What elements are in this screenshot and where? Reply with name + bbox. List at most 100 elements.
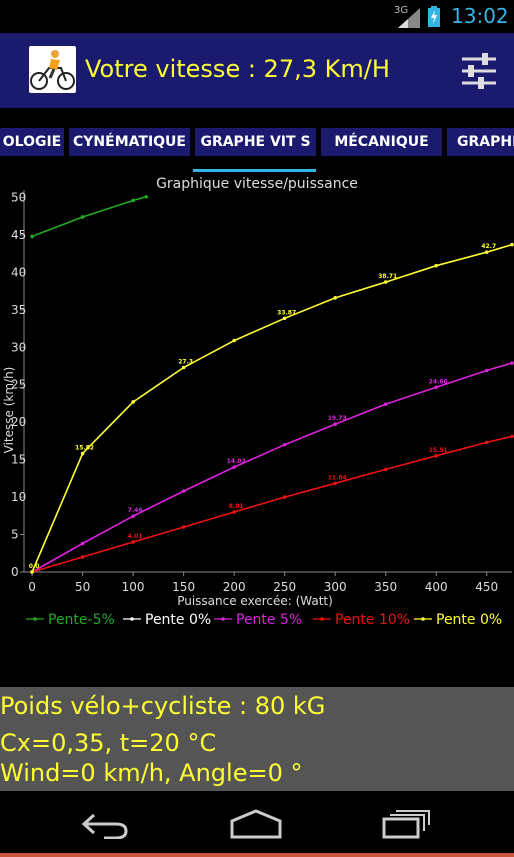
x-tick-label: 150 xyxy=(172,580,195,594)
data-point xyxy=(30,234,34,239)
battery-charging-icon xyxy=(428,6,440,27)
data-point xyxy=(510,434,514,439)
tab-strip: OLOGIE CYNÉMATIQUE GRAPHE VIT S MÉCANIQU… xyxy=(0,108,514,172)
x-axis-label: Puissance exercée: (Watt) xyxy=(177,594,333,608)
data-label: 19.73 xyxy=(328,415,347,422)
back-icon[interactable] xyxy=(82,811,130,839)
data-label: 27.3 xyxy=(178,359,193,366)
data-point xyxy=(333,296,337,300)
data-point xyxy=(434,385,439,390)
drag-temp-info: Cx=0,35, t=20 °C xyxy=(0,729,217,757)
data-point xyxy=(383,402,388,407)
data-point xyxy=(510,242,514,247)
network-type: 3G xyxy=(394,5,409,16)
y-tick-label: 5 xyxy=(11,528,19,542)
tab-graphe-vit[interactable]: GRAPHE VIT S xyxy=(195,128,316,156)
data-point xyxy=(383,280,388,284)
data-point xyxy=(181,525,186,529)
data-point xyxy=(282,495,287,499)
data-label: 15.51 xyxy=(429,447,448,454)
y-tick-label: 35 xyxy=(11,303,26,317)
data-point xyxy=(282,442,287,447)
data-label: 4.01 xyxy=(128,533,143,540)
data-label: 15.82 xyxy=(75,445,94,452)
data-point xyxy=(144,194,149,199)
y-tick-label: 15 xyxy=(11,453,26,467)
data-point xyxy=(181,365,186,370)
x-tick-label: 200 xyxy=(223,580,246,594)
weight-info: Poids vélo+cycliste : 80 kG xyxy=(0,692,326,720)
x-tick-label: 50 xyxy=(75,580,90,594)
data-point xyxy=(30,570,34,574)
series-line-3 xyxy=(31,362,513,573)
tab-selected-indicator xyxy=(193,169,316,172)
tab-graphique[interactable]: GRAPHI xyxy=(447,128,514,156)
data-point xyxy=(131,400,135,404)
data-point xyxy=(232,465,236,469)
x-tick-label: 250 xyxy=(273,580,296,594)
settings-sliders-icon[interactable] xyxy=(460,53,498,89)
legend-swatch-dot xyxy=(33,617,37,621)
x-tick-label: 450 xyxy=(475,580,498,594)
chart-title: Graphique vitesse/puissance xyxy=(156,176,358,192)
clock: 13:02 xyxy=(451,4,509,28)
info-panel: Poids vélo+cycliste : 80 kG Cx=0,35, t=2… xyxy=(0,687,514,791)
legend-label: Pente 0% xyxy=(145,612,211,628)
data-label: 11.84 xyxy=(328,474,347,481)
data-point xyxy=(484,368,489,373)
y-tick-label: 10 xyxy=(11,490,26,504)
legend-swatch-dot xyxy=(221,617,225,621)
data-point xyxy=(383,467,388,472)
y-tick-label: 25 xyxy=(11,378,26,392)
data-point xyxy=(131,540,135,544)
legend-swatch-dot xyxy=(320,617,324,621)
legend-swatch-dot xyxy=(130,617,134,621)
signal-icon xyxy=(398,8,420,28)
legend-label: Pente-5% xyxy=(48,612,115,628)
cyclist-icon[interactable] xyxy=(29,46,76,93)
y-axis-label: Vitesse (km/h) xyxy=(2,367,16,454)
data-label: 38.71 xyxy=(378,273,397,280)
tab-cynematique[interactable]: CYNÉMATIQUE xyxy=(69,128,190,156)
data-point xyxy=(232,338,236,343)
y-tick-label: 30 xyxy=(11,340,26,354)
y-tick-label: 50 xyxy=(11,190,26,204)
data-point xyxy=(181,489,186,493)
series-line-1 xyxy=(31,195,147,238)
data-point xyxy=(434,454,439,458)
legend-label: Pente 10% xyxy=(335,612,410,628)
data-point xyxy=(80,555,85,559)
data-point xyxy=(80,215,85,219)
x-tick-label: 350 xyxy=(374,580,397,594)
tab-mecanique[interactable]: MÉCANIQUE xyxy=(321,128,442,156)
legend-label: Pente 0% xyxy=(436,612,502,628)
status-bar: 3G 13:02 xyxy=(0,0,514,33)
data-point xyxy=(333,481,337,486)
data-label: 42.7 xyxy=(481,243,496,250)
data-point xyxy=(510,361,514,365)
recent-apps-icon[interactable] xyxy=(381,809,431,839)
data-label: 8.01 xyxy=(229,503,244,510)
x-tick-label: 400 xyxy=(425,580,448,594)
y-tick-label: 20 xyxy=(11,415,26,429)
data-label: 33.87 xyxy=(277,309,296,316)
navigation-bar xyxy=(0,791,514,857)
x-tick-label: 100 xyxy=(122,580,145,594)
series-line-4 xyxy=(31,435,513,573)
data-point xyxy=(333,422,337,427)
data-label: 14.02 xyxy=(227,458,246,465)
home-icon[interactable] xyxy=(229,809,283,839)
data-label: 7.46 xyxy=(128,507,143,514)
legend-swatch-dot xyxy=(421,617,425,621)
data-point xyxy=(282,316,287,321)
legend-label: Pente 5% xyxy=(236,612,302,628)
data-point xyxy=(80,451,85,456)
y-tick-label: 0 xyxy=(11,565,19,579)
data-point xyxy=(80,541,85,546)
data-point xyxy=(484,440,489,445)
tab-ologie[interactable]: OLOGIE xyxy=(0,128,64,156)
data-point xyxy=(232,510,236,514)
data-point xyxy=(131,514,135,518)
x-tick-label: 300 xyxy=(324,580,347,594)
series-line-5 xyxy=(31,243,513,573)
